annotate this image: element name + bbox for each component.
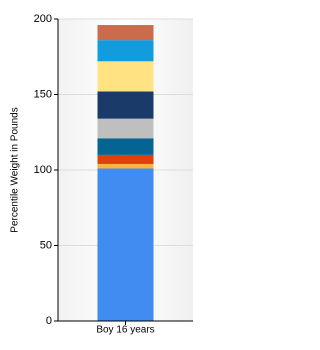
y-tick-label: 200 xyxy=(34,13,52,25)
chart: Percentile Weight in Pounds 0 50 100 150 200… xyxy=(10,13,193,336)
y-tick-label: 150 xyxy=(34,88,52,100)
y-tick-label: 0 xyxy=(46,315,52,327)
bar-segment xyxy=(97,163,154,169)
bar-segment xyxy=(97,25,154,41)
page: {"chart_data": {"type": "stacked-bar", "… xyxy=(9,12,193,336)
bar-segment xyxy=(97,168,154,321)
bar-segment xyxy=(97,61,154,92)
bar-segment xyxy=(97,91,154,119)
y-axis-title: Percentile Weight in Pounds xyxy=(10,107,21,232)
bar-segment xyxy=(97,138,154,155)
bar-segment xyxy=(97,154,154,164)
y-tick-label: 50 xyxy=(40,239,52,251)
bar-segment xyxy=(97,40,154,62)
y-tick-label: 100 xyxy=(34,164,52,176)
bar-segment xyxy=(97,118,154,139)
x-tick-label: Boy 16 years xyxy=(96,325,154,336)
